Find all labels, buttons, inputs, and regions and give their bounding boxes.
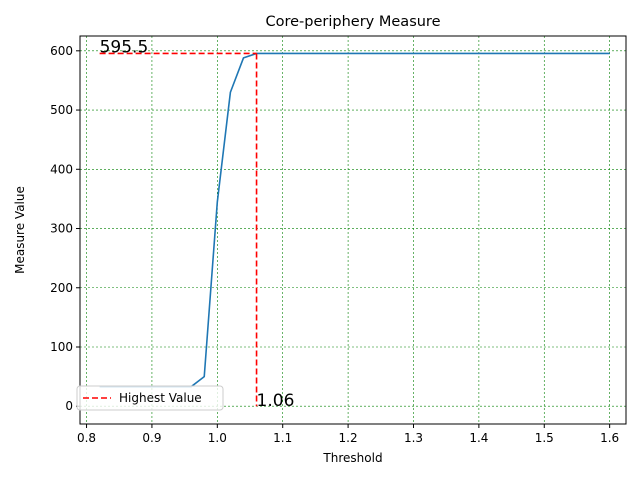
highest-value-x-annotation: 1.06 [257, 391, 295, 411]
y-tick-label-2: 200 [50, 281, 73, 295]
legend: Highest Value [76, 385, 224, 411]
y-tick-label-5: 500 [50, 103, 73, 117]
highest-value-layer [99, 52, 258, 407]
x-tick-label-3: 1.1 [273, 431, 292, 445]
chart-title: Core-periphery Measure [266, 14, 441, 30]
legend-label-highest-value: Highest Value [119, 391, 202, 405]
x-tick-label-1: 0.9 [142, 431, 161, 445]
y-tick-label-0: 0 [65, 399, 73, 413]
x-tick-label-2: 1.0 [208, 431, 227, 445]
y-axis-label: Measure Value [13, 186, 27, 274]
plot-frame [79, 35, 627, 425]
x-axis: 0.8 0.9 1.0 1.1 1.2 1.3 1.4 1.5 1.6 [77, 424, 619, 445]
series-layer [99, 52, 610, 388]
x-tick-label-7: 1.5 [535, 431, 554, 445]
x-tick-label-6: 1.4 [469, 431, 488, 445]
x-tick-label-5: 1.3 [404, 431, 423, 445]
y-tick-label-4: 400 [50, 162, 73, 176]
grid [80, 36, 626, 424]
y-tick-label-1: 100 [50, 340, 73, 354]
series-line-0 [99, 52, 610, 388]
y-axis: 0 100 200 300 400 500 600 [50, 44, 80, 413]
y-tick-label-3: 300 [50, 222, 73, 236]
x-axis-label: Threshold [322, 451, 382, 465]
legend-box [76, 385, 224, 411]
y-tick-label-6: 600 [50, 44, 73, 58]
x-tick-label-8: 1.6 [600, 431, 619, 445]
highest-value-y-annotation: 595.5 [100, 37, 149, 57]
x-tick-label-0: 0.8 [77, 431, 96, 445]
x-tick-label-4: 1.2 [339, 431, 358, 445]
